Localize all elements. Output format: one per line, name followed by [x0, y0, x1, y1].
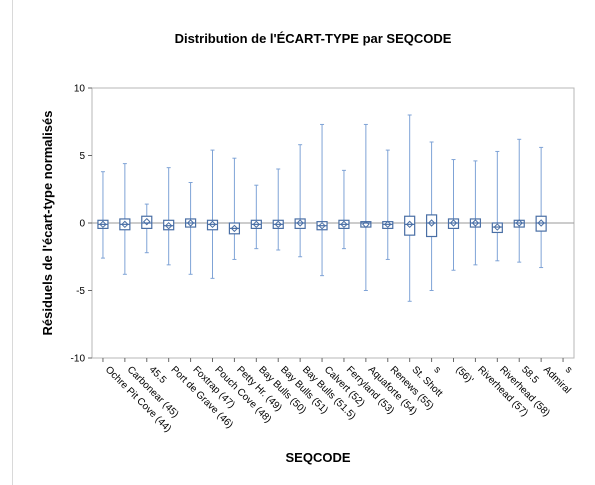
- x-axis: Ochre Pit Cove (44)Carbonear (45)45.5 Por…: [102, 358, 574, 435]
- box-16: [425, 141, 438, 291]
- box-iqr: [491, 222, 503, 234]
- y-axis: -10 -5 0 5 10: [71, 84, 92, 365]
- box-1: [97, 171, 109, 259]
- box-19: [491, 150, 503, 262]
- box-15: [404, 114, 416, 302]
- box-iqr: [294, 218, 306, 229]
- box-20: [513, 138, 525, 263]
- y-tick-label: -5: [76, 286, 85, 297]
- mean-marker: [471, 219, 480, 227]
- box-iqr: [447, 218, 460, 229]
- mean-marker: [340, 220, 348, 229]
- box-4: [163, 167, 175, 266]
- y-tick-label: -10: [71, 354, 86, 365]
- mean-marker: [362, 220, 370, 229]
- box-8: [250, 184, 262, 250]
- mean-marker: [493, 223, 502, 231]
- y-axis-title: Résiduels de l'écart-type normalisés: [40, 111, 55, 336]
- mean-marker: [121, 220, 129, 229]
- x-tick-label: (56)': [453, 364, 475, 386]
- box-17: [447, 159, 460, 271]
- box-iqr: [141, 215, 153, 229]
- box-9: [272, 168, 284, 251]
- panel-divider: [12, 0, 13, 485]
- x-axis-title: SEQCODE: [285, 450, 350, 465]
- box-5: [184, 182, 197, 275]
- mean-marker: [537, 219, 545, 227]
- mean-marker: [449, 219, 458, 227]
- y-tick-label: 10: [74, 84, 86, 95]
- x-tick-label: s: [431, 364, 442, 375]
- box-iqr: [163, 219, 175, 231]
- mean-marker: [143, 217, 151, 226]
- mean-marker: [164, 221, 173, 230]
- mean-marker: [208, 220, 217, 229]
- box-11: [316, 123, 328, 277]
- y-tick-label: 5: [79, 151, 85, 162]
- box-iqr: [404, 215, 416, 236]
- box-7: [228, 157, 241, 260]
- box-6: [206, 149, 219, 279]
- mean-marker: [318, 221, 326, 230]
- box-14: [382, 149, 394, 260]
- y-tick-label: 0: [79, 219, 85, 230]
- box-3: [141, 203, 153, 254]
- mean-marker: [384, 220, 392, 229]
- mean-marker: [252, 220, 261, 229]
- mean-marker: [515, 219, 523, 227]
- x-tick-label: s: [563, 364, 574, 375]
- box-marks: [92, 114, 574, 302]
- box-iqr: [206, 219, 219, 231]
- box-2: [119, 163, 131, 275]
- box-12: [338, 169, 350, 250]
- chart-title: Distribution de l'ÉCART-TYPE par SEQCODE: [175, 31, 452, 46]
- box-21: [535, 146, 547, 269]
- mean-marker: [274, 220, 282, 229]
- mean-marker: [186, 219, 195, 227]
- box-13: [360, 123, 372, 291]
- box-iqr: [535, 215, 547, 232]
- mean-marker: [427, 219, 436, 227]
- mean-marker: [405, 220, 414, 229]
- mean-marker: [296, 219, 304, 227]
- mean-marker: [99, 220, 107, 229]
- box-10: [294, 144, 306, 258]
- box-18: [469, 160, 482, 266]
- mean-marker: [230, 224, 239, 233]
